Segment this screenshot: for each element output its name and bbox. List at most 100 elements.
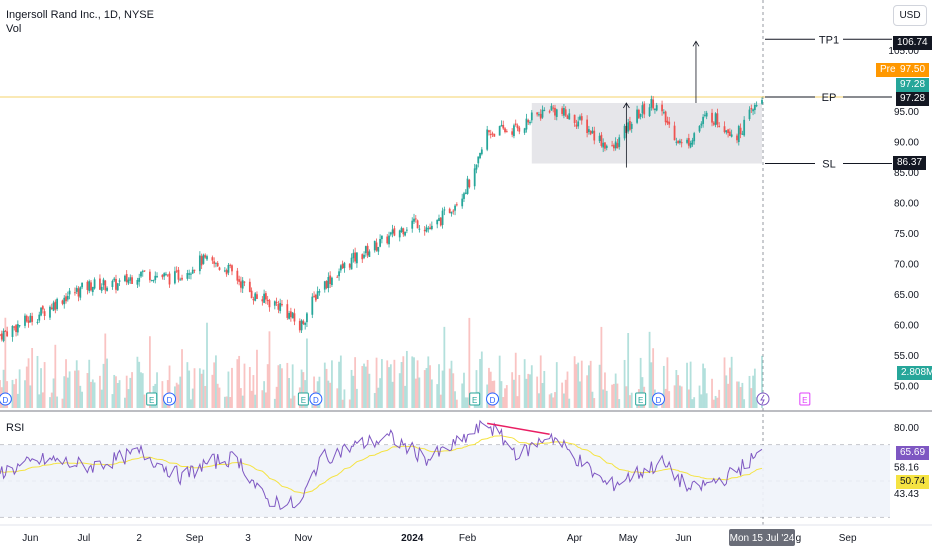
volume-bar (356, 388, 358, 408)
candle-body (711, 112, 713, 123)
dividend-marker[interactable] (309, 392, 323, 406)
volume-bar (248, 367, 251, 408)
volume-bar (54, 344, 57, 408)
candles (0, 95, 763, 343)
candle-body (250, 290, 253, 299)
volume-bar (156, 372, 158, 408)
candle-body (464, 192, 467, 194)
volume-bar (338, 361, 340, 408)
candle-body (662, 112, 665, 114)
volume-bar (366, 359, 369, 408)
volume-bar (127, 389, 130, 408)
sl-label: SL (822, 159, 835, 171)
volume-bar (341, 399, 344, 408)
candle-body (281, 304, 283, 306)
candle-body (468, 179, 471, 188)
time-tick-label: 2 (136, 533, 142, 544)
event-marker-label: D (490, 396, 496, 405)
volume-bar (639, 357, 642, 408)
candle-body (700, 123, 703, 126)
rsi-band (0, 445, 890, 517)
candle-body (240, 281, 242, 288)
candle-body (188, 273, 191, 275)
currency-button[interactable]: USD (893, 5, 927, 26)
candle-body (393, 228, 396, 236)
volume-bar (443, 326, 446, 408)
candle-body (661, 104, 663, 112)
volume-bar (263, 381, 266, 408)
candle-body (527, 120, 530, 123)
volume-bar (88, 359, 91, 408)
volume-bar (63, 376, 66, 408)
candle-body (400, 227, 403, 233)
ep-label: EP (822, 92, 837, 104)
candle-body (254, 293, 257, 301)
candle-body (40, 307, 42, 316)
candle-body (350, 257, 353, 270)
dividend-marker[interactable] (651, 392, 665, 406)
candle-body (111, 280, 114, 288)
volume-bar (527, 373, 530, 408)
volume-bar (518, 374, 521, 408)
candle-body (191, 269, 194, 274)
candle-body (737, 126, 740, 143)
symbol-title[interactable]: Ingersoll Rand Inc., 1D, NYSE (6, 9, 154, 21)
grid (0, 0, 932, 526)
volume-bar (27, 358, 30, 408)
candle-body (475, 164, 478, 170)
candle-body (354, 252, 357, 262)
volume-bar (602, 389, 605, 408)
dividend-marker[interactable] (0, 392, 12, 406)
candle-body (327, 277, 330, 289)
volume-bar (116, 383, 119, 408)
candle-body (213, 261, 216, 264)
volume-bar (662, 365, 665, 408)
candle-body (489, 133, 492, 136)
candle-body (718, 125, 721, 127)
volume-bar (393, 359, 396, 408)
dividend-marker[interactable] (486, 392, 500, 406)
volume-bar (38, 394, 41, 408)
consolidation-box[interactable] (531, 103, 762, 164)
event-marker-label: E (638, 396, 643, 405)
volume-bar (49, 397, 51, 408)
candle-body (99, 278, 101, 290)
candle-body (691, 140, 694, 145)
candle-body (325, 280, 328, 289)
earnings-marker[interactable] (297, 392, 309, 406)
candle-body (379, 238, 382, 247)
rsi-legend[interactable]: RSI (6, 422, 25, 434)
dividend-marker[interactable] (163, 392, 177, 406)
volume-legend[interactable]: Vol (6, 23, 22, 35)
volume-bar (737, 381, 740, 408)
earnings-marker[interactable] (146, 392, 158, 406)
volume-bar (548, 394, 551, 408)
volume-bar (728, 367, 731, 408)
candle-body (236, 270, 239, 281)
volume-bar (689, 361, 692, 408)
volume-bar (161, 381, 164, 408)
volume-bar (227, 371, 230, 408)
earnings-marker[interactable] (799, 392, 811, 406)
lightning-icon[interactable] (756, 392, 770, 406)
candle-body (229, 264, 232, 266)
volume-bar (423, 370, 426, 408)
volume-bar (755, 397, 758, 408)
volume-bar (489, 371, 492, 408)
candle-body (500, 124, 503, 127)
divergence-line[interactable] (487, 422, 550, 435)
candle-body (580, 116, 583, 121)
earnings-marker[interactable] (635, 392, 647, 406)
candle-body (493, 133, 496, 137)
candle-body (302, 321, 305, 324)
volume-bar (91, 379, 94, 408)
earnings-marker[interactable] (469, 392, 481, 406)
candle-body (687, 138, 690, 146)
volume-bar (514, 352, 517, 408)
candle-body (755, 105, 758, 107)
candle-body (356, 252, 358, 264)
candle-body (761, 99, 763, 104)
volume-bar (348, 399, 351, 408)
volume-bar (36, 355, 39, 408)
